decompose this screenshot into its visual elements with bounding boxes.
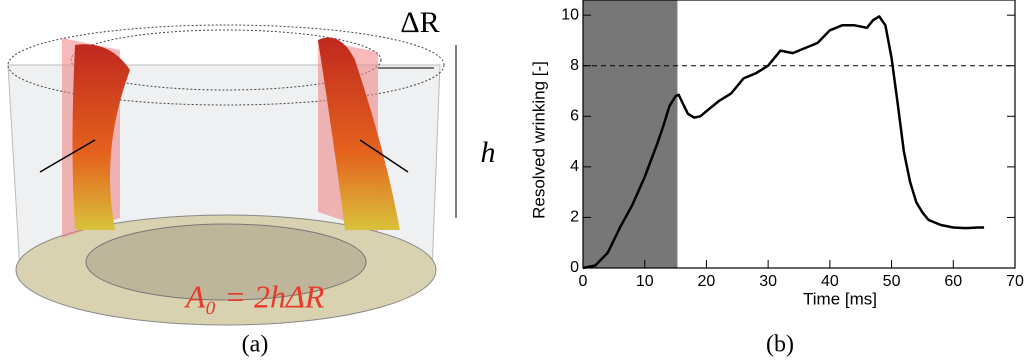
y-tick-label: 4 <box>570 158 579 175</box>
flame <box>318 37 400 230</box>
x-tick-label: 20 <box>698 273 716 290</box>
caption-b: (b) <box>766 332 794 358</box>
plot-frame <box>582 0 1016 269</box>
inner-ring <box>85 223 367 301</box>
y-axis-label: Resolved wrinking [-] <box>529 61 548 219</box>
x-tick-label: 50 <box>883 273 901 290</box>
combustor-render <box>7 24 457 326</box>
delta-r-label: ΔR <box>400 6 439 39</box>
arrow <box>39 139 96 173</box>
x-tick-label: 70 <box>1006 273 1024 290</box>
caption-a: (a) <box>242 332 269 358</box>
x-tick-label: 0 <box>579 273 588 290</box>
area-label: A₀ = 2hΔR <box>184 278 325 314</box>
data-line <box>582 15 985 270</box>
flame <box>72 44 130 231</box>
y-tick-label: 0 <box>570 259 579 276</box>
x-tick-label: 60 <box>944 273 962 290</box>
outer-circle <box>7 24 445 106</box>
x-tick-label: 10 <box>636 273 654 290</box>
x-tick-label: 30 <box>759 273 777 290</box>
y-tick-label: 6 <box>570 108 579 125</box>
h-label: h <box>481 136 496 169</box>
shaded-region <box>583 0 678 268</box>
x-tick-label: 40 <box>821 273 839 290</box>
y-tick-label: 10 <box>561 6 579 23</box>
arrow <box>359 139 409 173</box>
y-tick-label: 8 <box>570 57 579 74</box>
x-axis-label: Time [ms] <box>803 289 877 308</box>
y-tick-label: 2 <box>570 209 579 226</box>
